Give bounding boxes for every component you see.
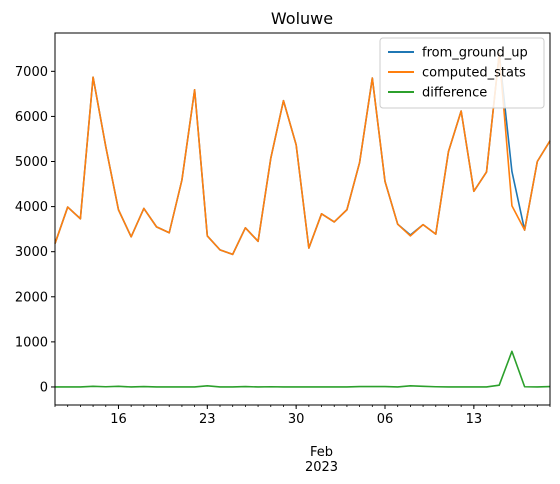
y-tick-label: 4000 bbox=[15, 200, 48, 215]
x-tick-label: 06 bbox=[377, 412, 394, 427]
legend-label-from-ground-up: from_ground_up bbox=[422, 46, 528, 61]
y-tick-label: 5000 bbox=[15, 155, 48, 170]
chart-title: Woluwe bbox=[271, 9, 333, 28]
y-tick-label: 7000 bbox=[15, 65, 48, 80]
x-tick-label: 30 bbox=[288, 412, 305, 427]
x-year-label: 2023 bbox=[305, 460, 338, 475]
y-tick-label: 0 bbox=[40, 380, 48, 395]
legend-box bbox=[379, 37, 545, 109]
x-month-label: Feb bbox=[310, 445, 333, 460]
x-tick-label: 16 bbox=[110, 412, 127, 427]
series-line-computed-stats bbox=[54, 52, 551, 256]
y-tick-label: 3000 bbox=[15, 245, 48, 260]
legend: from_ground_up computed_stats difference bbox=[379, 37, 545, 109]
y-tick-label: 1000 bbox=[15, 335, 48, 350]
y-tick-label: 2000 bbox=[15, 290, 48, 305]
x-tick-label: 23 bbox=[199, 412, 216, 427]
x-tick-label: 13 bbox=[466, 412, 483, 427]
y-axis: 0 1000 2000 3000 4000 5000 6000 7000 bbox=[15, 65, 55, 395]
legend-label-computed-stats: computed_stats bbox=[422, 66, 526, 81]
legend-label-difference: difference bbox=[422, 86, 487, 101]
series-layer bbox=[54, 52, 551, 388]
plot-frame bbox=[54, 32, 551, 406]
y-tick-label: 6000 bbox=[15, 110, 48, 125]
series-line-difference bbox=[55, 350, 551, 388]
